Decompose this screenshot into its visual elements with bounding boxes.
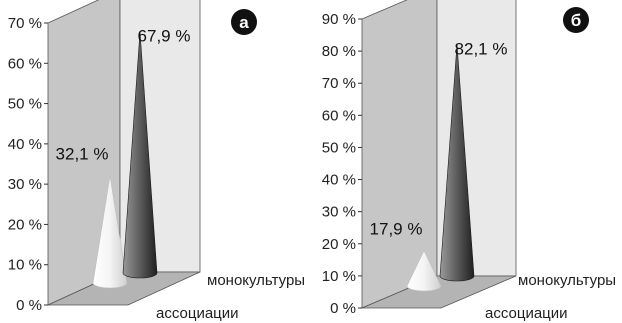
panel-1-cone-monocultures [122,31,158,279]
panel-1-y-tick-label: 50 % [8,96,42,113]
panel-2-value-label-monocultures: 82,1 % [455,39,508,58]
panel-2-y-tick-label: 20 % [322,236,356,253]
panel-2-category-label-associations: ассоциации [485,305,568,322]
panel-1-y-tick-label: 70 % [8,15,42,32]
panel-2-y-tick-label: 90 % [322,11,356,28]
panel-1-y-tick-label: 10 % [8,257,42,274]
panel-2-category-label-monocultures: монокультуры [518,272,616,289]
panel-2-panel-letter: б [571,11,582,30]
panel-2-y-tick-label: 10 % [322,268,356,285]
panel-1-cone-associations [92,175,128,289]
panel-1-category-label-monocultures: монокультуры [207,272,305,289]
panel-2-y-tick-label: 30 % [322,204,356,221]
panel-1-panel-badge [231,9,257,35]
panel-2-value-label-associations: 17,9 % [370,220,423,239]
panel-2-cone-monocultures [439,44,475,282]
panel-2-y-tick-label: 80 % [322,43,356,60]
panel-2-cone-associations [406,249,442,292]
panel-2-y-tick-label: 60 % [322,107,356,124]
panel-1-value-label-associations: 32,1 % [56,145,109,164]
panel-1-panel-letter: а [239,13,249,32]
panel-1-y-tick-label: 60 % [8,55,42,72]
panel-1-y-tick-label: 30 % [8,176,42,193]
panel-1-y-tick-label: 20 % [8,216,42,233]
panel-2-y-tick-label: 40 % [322,172,356,189]
panel-1-y-tick-label: 40 % [8,136,42,153]
panel-1-category-label-associations: ассоциации [156,305,239,322]
panel-1-y-tick-label: 0 % [16,297,42,314]
panel-2-y-tick-label: 0 % [330,300,356,317]
panel-1-value-label-monocultures: 67,9 % [138,26,191,45]
panel-2-y-tick-label: 70 % [322,75,356,92]
panel-2-panel-badge [563,7,589,33]
panel-2-y-tick-label: 50 % [322,139,356,156]
